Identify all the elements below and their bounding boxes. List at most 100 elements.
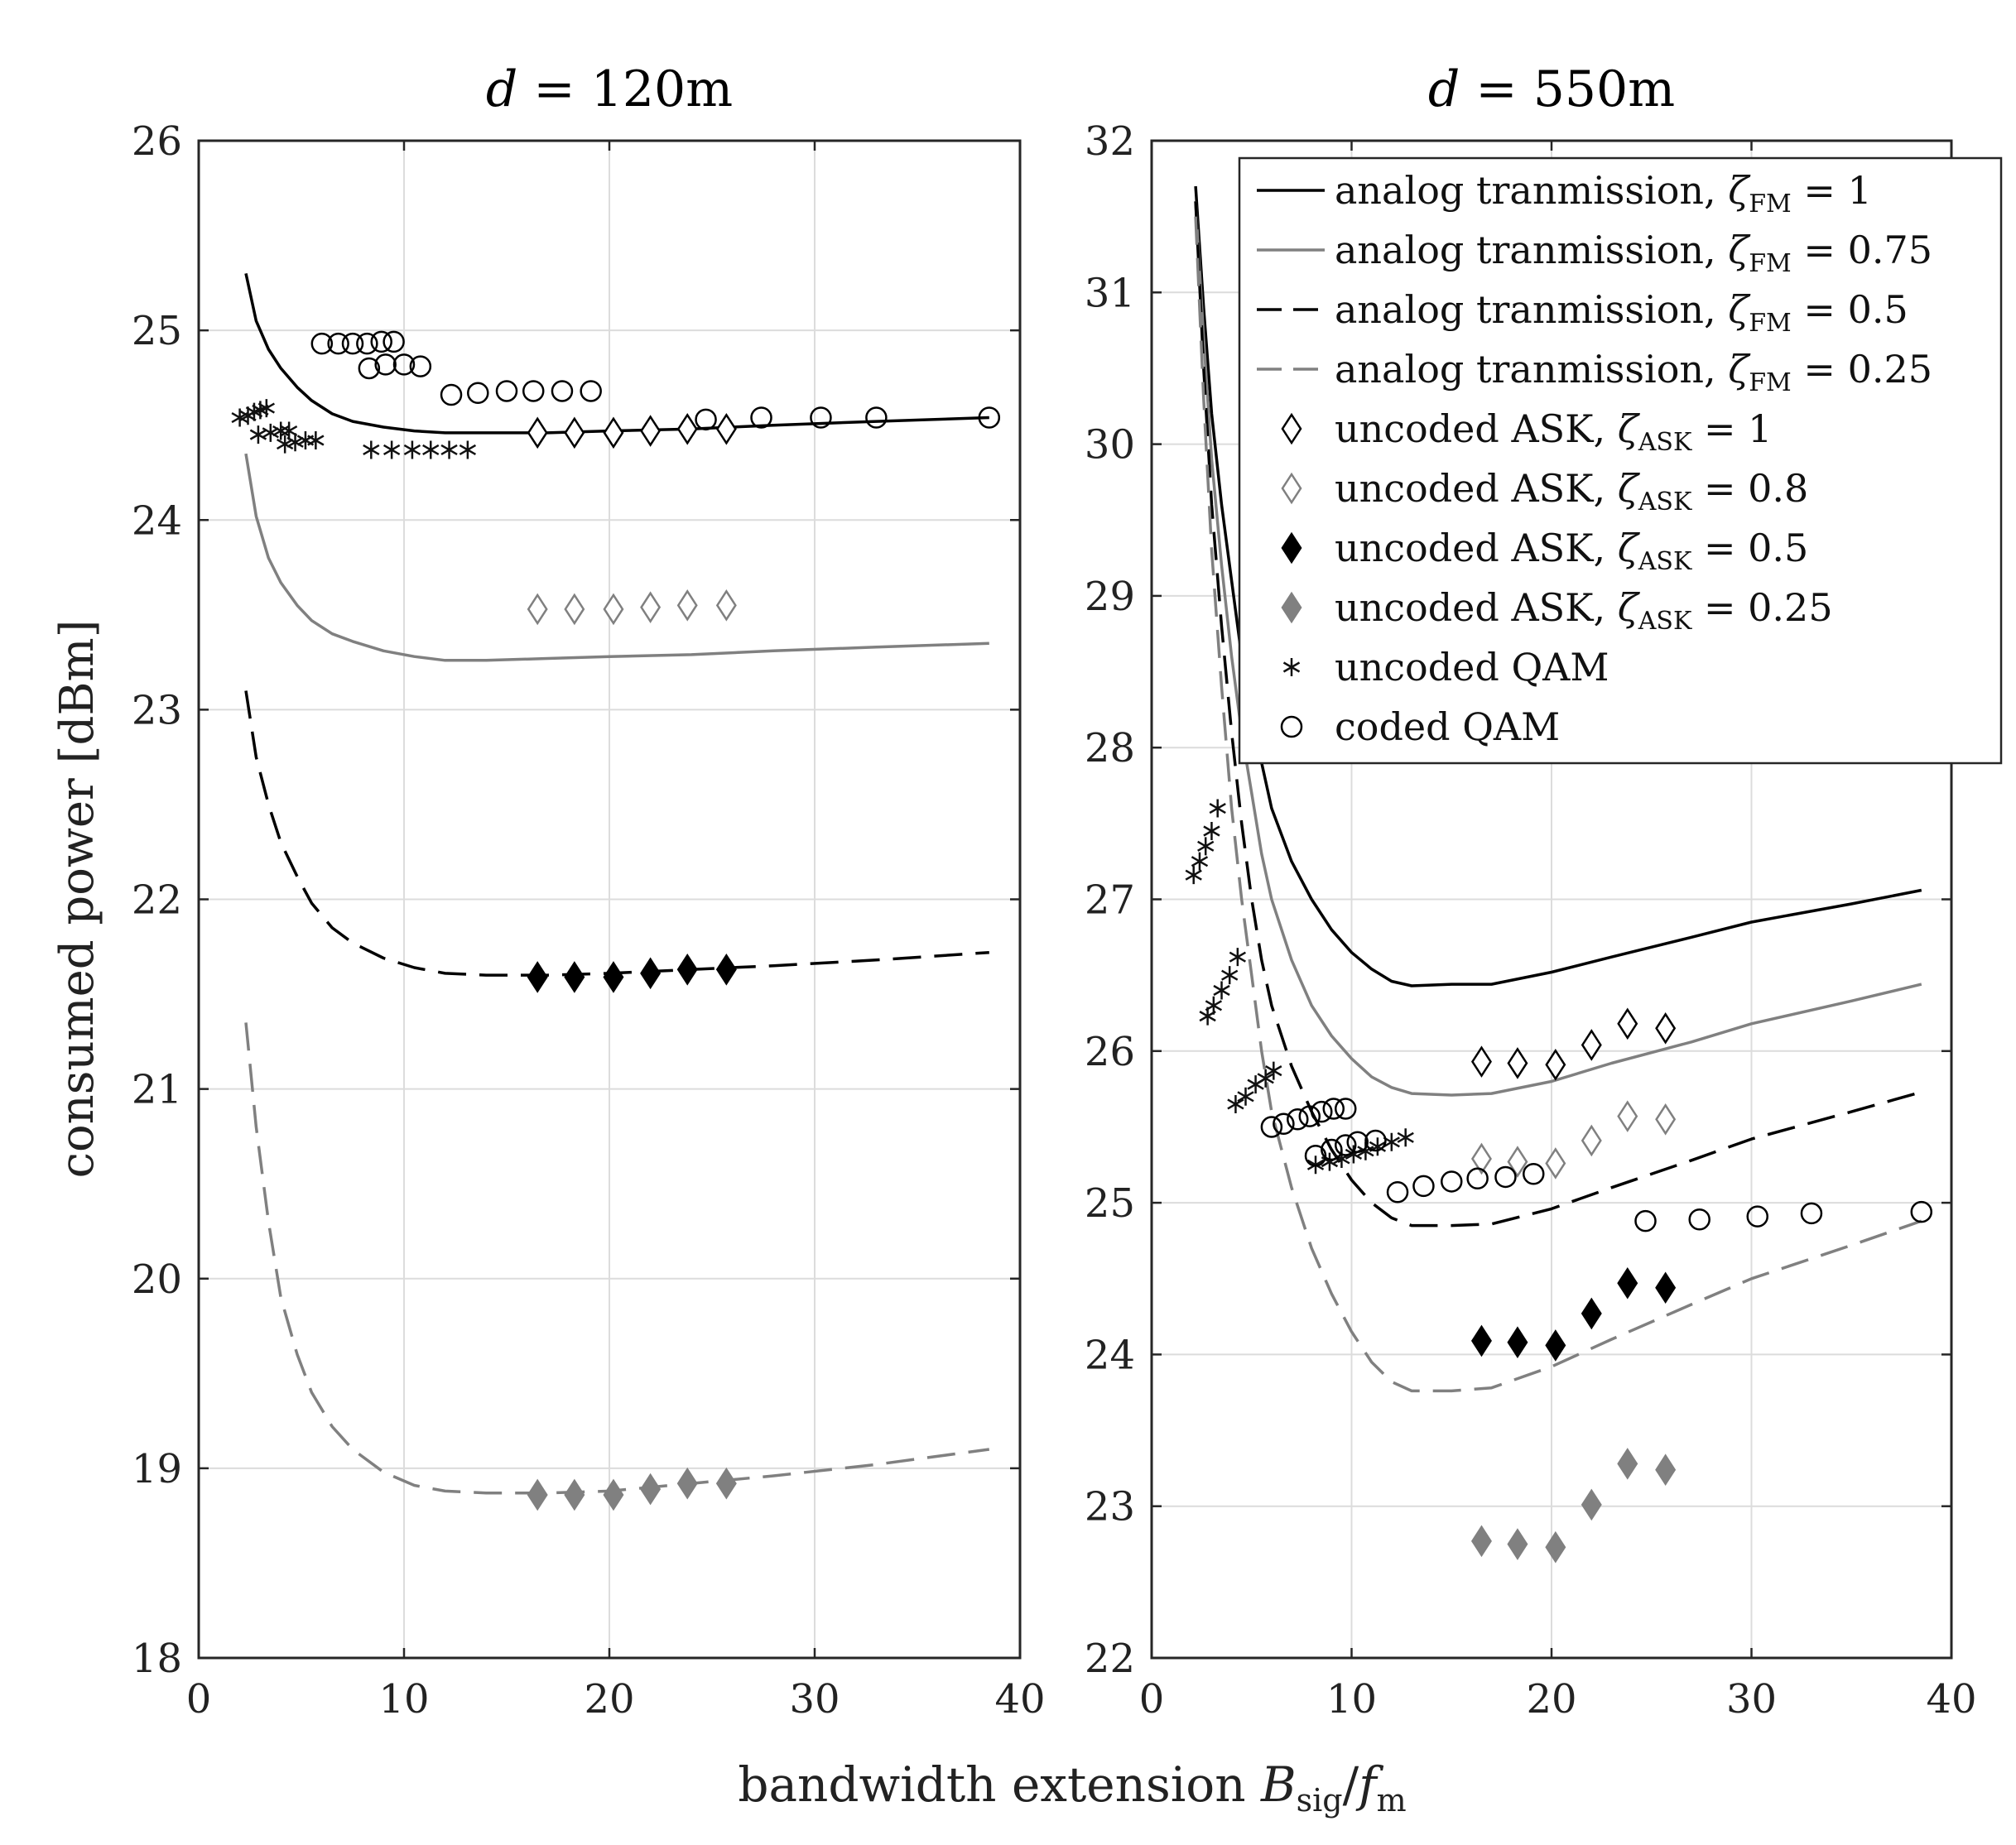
left-series-4-point: [715, 412, 737, 445]
left-series-8-point: [286, 433, 304, 452]
left-y-tick-label: 19: [132, 1446, 182, 1492]
left-series-4-point: [640, 415, 662, 447]
right-series-6-point: [1545, 1329, 1566, 1362]
legend-label-eq: = 0.75: [1792, 228, 1932, 272]
left-series-8-point: [262, 423, 279, 442]
legend-label-symbol: ζ: [1618, 526, 1641, 570]
left-series-8-point: [403, 440, 421, 459]
left-y-tick-label: 18: [132, 1636, 182, 1682]
left-series-line-0: [244, 273, 989, 435]
right-series-8-point: [1265, 1061, 1282, 1080]
right-series-4-point: [1655, 1012, 1677, 1045]
right-series-9-point: [1346, 1131, 1369, 1154]
right-series-8-point: [1237, 1087, 1254, 1106]
right-series-7-point: [1617, 1448, 1638, 1480]
right-series-9-point: [1260, 1116, 1283, 1138]
right-series-9-point: [1746, 1205, 1768, 1228]
legend-label-eq: = 1: [1691, 406, 1772, 451]
right-series-8-point: [1227, 1094, 1244, 1113]
right-series-line-0: [1194, 185, 1922, 987]
right-series-8-point: [1205, 996, 1223, 1015]
left-series-7-point: [603, 1478, 624, 1511]
legend-label-0: analog tranmission, ζFM = 1: [1335, 168, 1872, 219]
right-series-9-point: [1441, 1170, 1463, 1193]
left-series-line-2: [244, 690, 989, 977]
right-series-8-point: [1213, 981, 1230, 1000]
left-series-line-3: [244, 1022, 990, 1495]
left-series-5-point: [527, 593, 548, 626]
right-series-8-point: [1257, 1069, 1274, 1088]
left-series-9-point: [865, 406, 888, 429]
left-series-5-point: [603, 593, 624, 626]
left-series-8-point: [363, 440, 380, 459]
right-series-8-point: [1247, 1075, 1264, 1094]
left-series-9-point: [495, 380, 518, 402]
legend-label-7: uncoded ASK, ζASK = 0.25: [1335, 585, 1833, 636]
right-plot-title: d = 550m: [1428, 60, 1675, 118]
left-series-9-point: [358, 357, 381, 380]
legend-swatch-5: [1281, 472, 1302, 505]
legend-label-3: analog tranmission, ζFM = 0.25: [1335, 347, 1932, 397]
right-series-9-point: [1322, 1098, 1345, 1120]
right-series-9-point: [1634, 1209, 1657, 1232]
right-y-tick-label: 30: [1085, 422, 1135, 468]
left-series-9-point: [440, 383, 463, 406]
right-x-tick-label: 10: [1326, 1676, 1377, 1722]
right-series-8-point: [1221, 966, 1239, 985]
right-series-4-point: [1617, 1007, 1638, 1040]
right-series-6-point: [1507, 1326, 1528, 1359]
right-series-5-point: [1617, 1100, 1638, 1132]
legend-label-eq: = 0.5: [1792, 287, 1908, 332]
right-y-tick-label: 25: [1085, 1180, 1135, 1227]
left-plot-grid: [198, 140, 1021, 1659]
right-series-6-point: [1655, 1271, 1677, 1304]
left-x-tick-label: 30: [789, 1676, 840, 1722]
right-plot-title-var: d: [1428, 60, 1460, 118]
right-series-5-point: [1581, 1124, 1602, 1157]
left-series-9-point: [310, 332, 334, 355]
left-plot-ticks: 0 10 20 30 40 18 19 20 21 22 23 24 25 26: [132, 118, 1046, 1722]
right-y-tick-label: 26: [1085, 1029, 1135, 1075]
legend-label-1: analog tranmission, ζFM = 0.75: [1335, 228, 1932, 278]
y-axis-label: consumed power [dBm]: [51, 620, 104, 1179]
x-axis-label-slash: /: [1343, 1756, 1359, 1813]
right-series-9-point: [1311, 1100, 1333, 1123]
legend-label-9: coded QAM: [1335, 704, 1560, 749]
left-series-9-point: [374, 353, 397, 376]
left-series-6-point: [676, 953, 698, 986]
right-x-tick-label: 20: [1526, 1676, 1576, 1722]
right-series-line-1: [1194, 201, 1922, 1097]
left-y-tick-label: 24: [132, 497, 182, 544]
legend-label-symbol: ζ: [1728, 168, 1751, 213]
right-x-tick-label: 0: [1139, 1676, 1165, 1722]
right-series-6-point: [1581, 1297, 1602, 1330]
left-series-8-point: [272, 421, 290, 440]
right-series-line-2: [1194, 201, 1922, 1228]
legend-label-eq: = 0.8: [1691, 466, 1808, 511]
x-axis-label-fsub: m: [1377, 1782, 1407, 1819]
right-series-9-point: [1494, 1165, 1517, 1189]
legend-label-text: analog tranmission,: [1335, 347, 1728, 392]
left-series-8-point: [422, 440, 440, 459]
right-series-5-point: [1507, 1146, 1528, 1178]
x-axis-label: bandwidth extension Bsig/fm: [738, 1756, 1406, 1819]
right-series-9-point: [1287, 1108, 1309, 1131]
legend-label-2: analog tranmission, ζFM = 0.5: [1335, 287, 1908, 338]
legend-label-text: uncoded ASK,: [1335, 585, 1618, 630]
legend-swatch-7: [1281, 591, 1302, 624]
right-series-7-point: [1581, 1488, 1602, 1521]
left-series-9-point: [409, 355, 432, 377]
right-series-9-point: [1304, 1145, 1327, 1167]
left-series-4-point: [676, 412, 698, 445]
left-y-tick-label: 21: [132, 1067, 182, 1113]
right-y-tick-label: 29: [1085, 574, 1135, 620]
right-plot-data: [1185, 185, 1933, 1564]
left-series-5-point: [564, 593, 585, 626]
left-series-4-point: [603, 416, 624, 449]
right-series-9-point: [1800, 1202, 1823, 1225]
right-series-9-point: [1523, 1163, 1545, 1185]
legend-swatch-9: [1280, 715, 1303, 738]
right-series-4-point: [1470, 1045, 1492, 1078]
right-series-5-point: [1655, 1103, 1677, 1136]
right-series-8-point: [1397, 1128, 1414, 1147]
